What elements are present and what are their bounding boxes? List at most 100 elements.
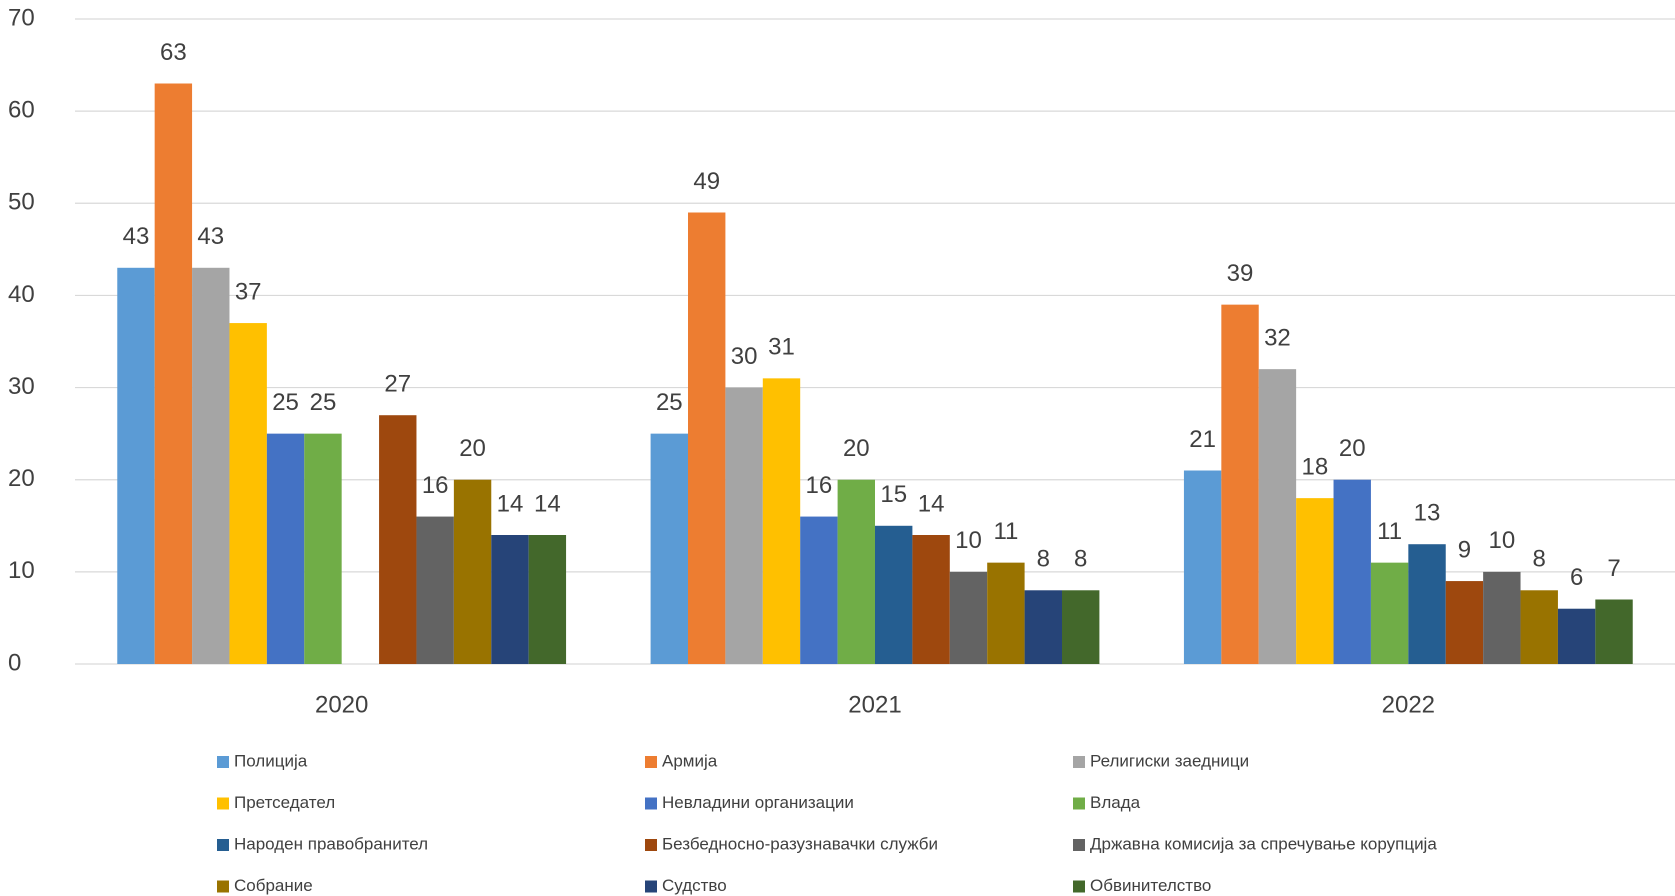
legend-label: Безбедносно-разузнавачки служби: [662, 834, 938, 853]
data-label: 30: [731, 343, 758, 370]
x-tick-label: 2022: [1382, 691, 1435, 718]
legend-label: Народен правобранител: [234, 834, 428, 853]
data-label: 10: [955, 527, 982, 554]
legend-label: Влада: [1090, 793, 1141, 812]
bar: [912, 535, 950, 664]
bar: [1062, 590, 1100, 664]
legend-swatch: [1073, 756, 1085, 768]
data-label: 7: [1607, 555, 1620, 582]
data-label: 20: [459, 435, 486, 462]
bar: [416, 516, 454, 664]
bar: [266, 433, 305, 664]
bar: [1296, 498, 1334, 664]
data-label: 49: [693, 168, 720, 195]
bar: [987, 562, 1025, 664]
bar: [491, 535, 529, 664]
bar: [528, 535, 567, 664]
data-label: 20: [1339, 435, 1366, 462]
bar: [837, 479, 875, 664]
y-tick-label: 30: [8, 373, 35, 400]
data-label: 16: [422, 472, 449, 499]
legend-swatch: [217, 839, 229, 851]
bar: [1483, 571, 1521, 664]
data-label: 21: [1189, 426, 1216, 453]
data-label: 25: [656, 389, 683, 416]
bar: [117, 267, 155, 664]
x-tick-label: 2020: [315, 691, 368, 718]
legend-swatch: [1073, 797, 1085, 810]
data-label: 13: [1414, 500, 1441, 527]
legend-swatch: [217, 756, 229, 768]
legend-label: Армија: [662, 751, 718, 770]
data-label: 16: [806, 472, 833, 499]
bar: [229, 323, 267, 664]
bar: [379, 415, 417, 664]
data-label: 39: [1227, 260, 1254, 287]
data-label: 11: [1377, 518, 1402, 545]
data-label: 37: [235, 278, 262, 305]
legend-label: Обвинителство: [1090, 876, 1211, 895]
data-label: 25: [310, 389, 337, 416]
data-label: 18: [1301, 453, 1328, 480]
bar: [688, 212, 726, 664]
data-label: 63: [160, 39, 187, 66]
data-label: 31: [768, 334, 795, 361]
data-label: 32: [1264, 324, 1291, 351]
y-tick-label: 60: [8, 96, 35, 123]
data-label: 11: [993, 518, 1018, 545]
bar: [1520, 590, 1558, 664]
legend-label: Полиција: [234, 751, 308, 770]
legend-swatch: [1073, 839, 1085, 851]
bar: [1408, 544, 1446, 664]
data-label: 25: [272, 389, 299, 416]
legend-label: Собрание: [234, 876, 313, 895]
legend-swatch: [645, 797, 657, 810]
data-label: 20: [843, 435, 870, 462]
data-label: 8: [1074, 546, 1087, 573]
bar: [453, 479, 492, 664]
legend-label: Невладини организации: [662, 793, 854, 812]
bar: [1557, 608, 1596, 664]
y-tick-label: 20: [8, 465, 35, 492]
bar: [1183, 470, 1222, 664]
data-label: 6: [1570, 564, 1583, 591]
y-tick-label: 70: [8, 4, 35, 31]
legend-swatch: [217, 797, 229, 810]
y-tick-label: 50: [8, 189, 35, 216]
y-tick-label: 0: [8, 649, 21, 676]
x-tick-label: 2021: [848, 691, 901, 718]
bar: [762, 378, 801, 664]
legend-swatch: [645, 839, 657, 851]
bar: [1024, 590, 1062, 664]
bar: [1258, 369, 1297, 664]
bar: [949, 571, 988, 664]
legend-label: Претседател: [234, 793, 335, 812]
legend-swatch: [217, 880, 229, 893]
bar: [1333, 479, 1371, 664]
legend-swatch: [645, 880, 657, 893]
data-label: 8: [1533, 546, 1546, 573]
data-label: 14: [918, 490, 945, 517]
data-label: 10: [1488, 527, 1515, 554]
bar: [650, 433, 688, 664]
legend-swatch: [645, 756, 657, 768]
bar: [1445, 581, 1484, 664]
legend-label: Судство: [662, 876, 727, 895]
bar: [1370, 562, 1409, 664]
bar: [1595, 599, 1633, 664]
bar: [154, 83, 193, 664]
data-label: 14: [497, 490, 524, 517]
bar: [304, 433, 342, 664]
legend-label: Државна комисија за спречување корупција: [1090, 834, 1437, 853]
data-label: 14: [534, 490, 561, 517]
data-label: 43: [197, 223, 224, 250]
data-label: 15: [880, 481, 907, 508]
bar: [875, 525, 913, 664]
bar: [725, 387, 763, 664]
legend-label: Религиски заедници: [1090, 751, 1249, 770]
data-label: 27: [384, 371, 411, 398]
data-label: 9: [1458, 536, 1471, 563]
y-tick-label: 10: [8, 557, 35, 584]
bar: [800, 516, 838, 664]
